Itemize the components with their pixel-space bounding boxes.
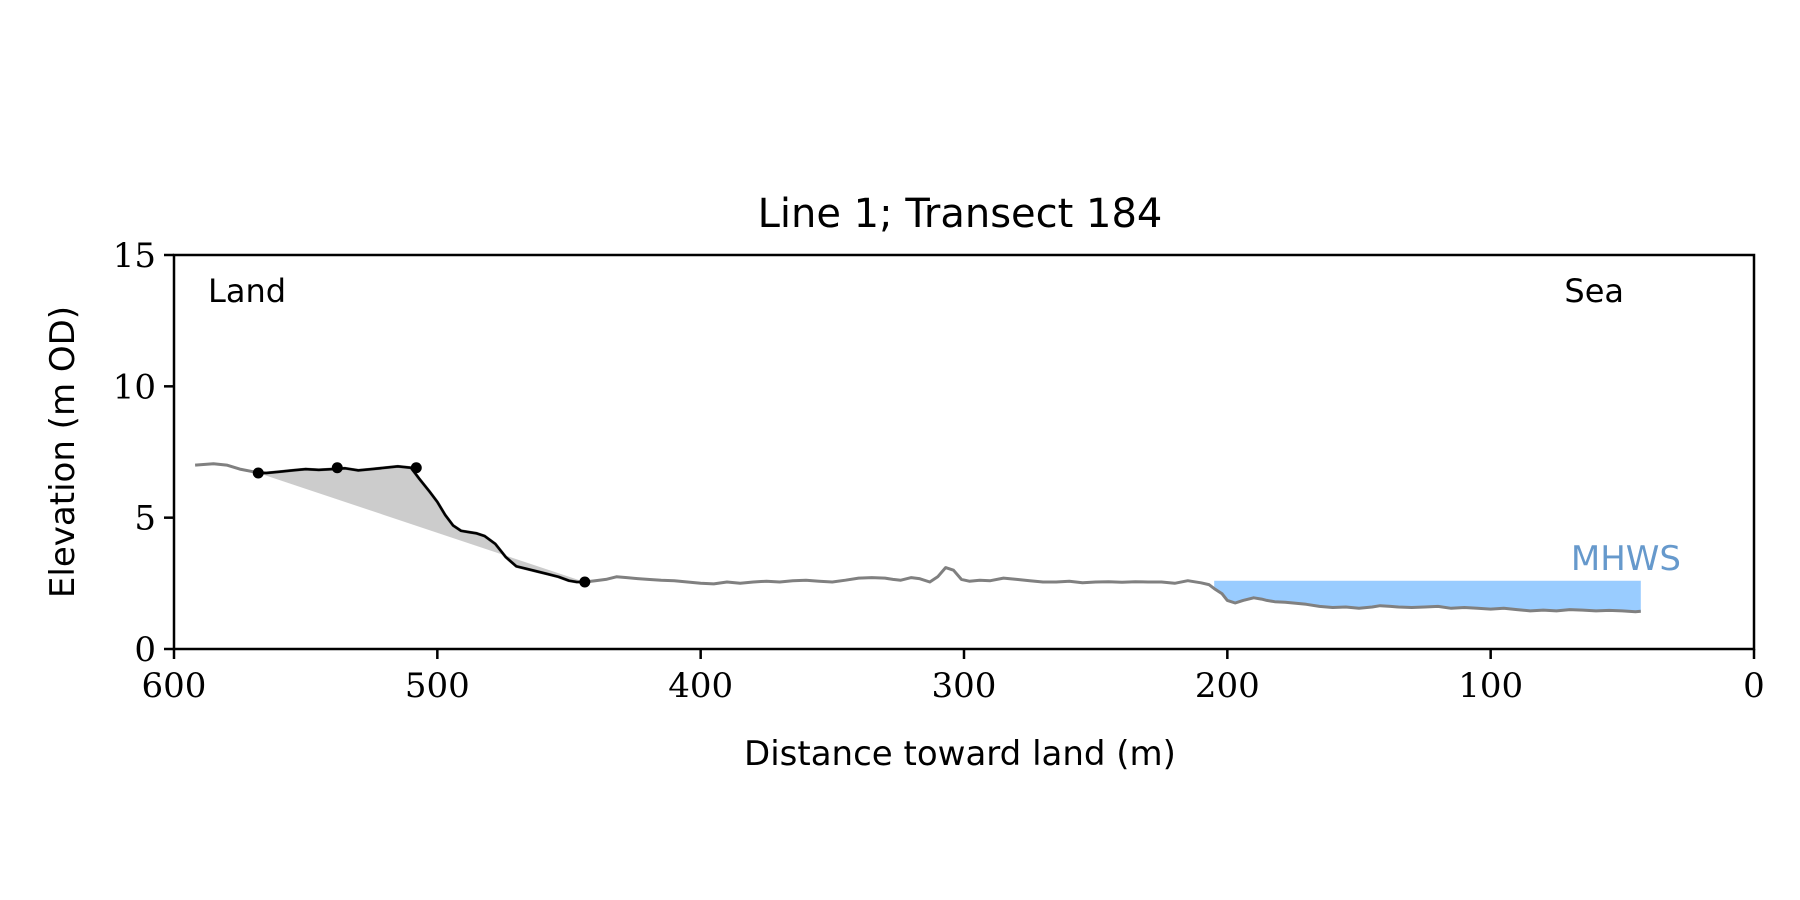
x-axis-label: Distance toward land (m) <box>744 734 1176 774</box>
marker-point <box>331 462 343 474</box>
x-tick-label: 600 <box>142 666 207 706</box>
marker-layer <box>252 462 591 588</box>
y-axis-label: Elevation (m OD) <box>43 306 83 598</box>
marker-point <box>579 576 591 588</box>
x-tick-label: 200 <box>1195 666 1260 706</box>
line-layer <box>194 462 1641 614</box>
area-layer <box>258 466 585 582</box>
highlight-line <box>258 465 585 584</box>
water-layer <box>1214 580 1641 612</box>
y-tick-label: 5 <box>134 499 156 539</box>
sea-label: Sea <box>1564 272 1624 310</box>
x-tick-label: 500 <box>405 666 470 706</box>
marker-point <box>252 467 264 479</box>
eroded-area <box>258 466 585 582</box>
y-tick-label: 15 <box>113 236 156 276</box>
mhws-label: MHWS <box>1571 539 1681 579</box>
x-tick-label: 100 <box>1458 666 1523 706</box>
y-tick-label: 10 <box>113 367 156 407</box>
marker-point <box>410 462 422 474</box>
x-axis: 600 500 400 300 200 100 0 <box>142 649 1765 706</box>
y-tick-label: 0 <box>134 630 156 670</box>
land-label: Land <box>208 272 286 310</box>
chart-title: Line 1; Transect 184 <box>758 191 1163 237</box>
x-tick-label: 0 <box>1743 666 1765 706</box>
y-axis: 0 5 10 15 <box>113 236 174 670</box>
x-tick-label: 300 <box>932 666 997 706</box>
mhws-water-fill <box>1214 580 1641 612</box>
x-tick-label: 400 <box>668 666 733 706</box>
